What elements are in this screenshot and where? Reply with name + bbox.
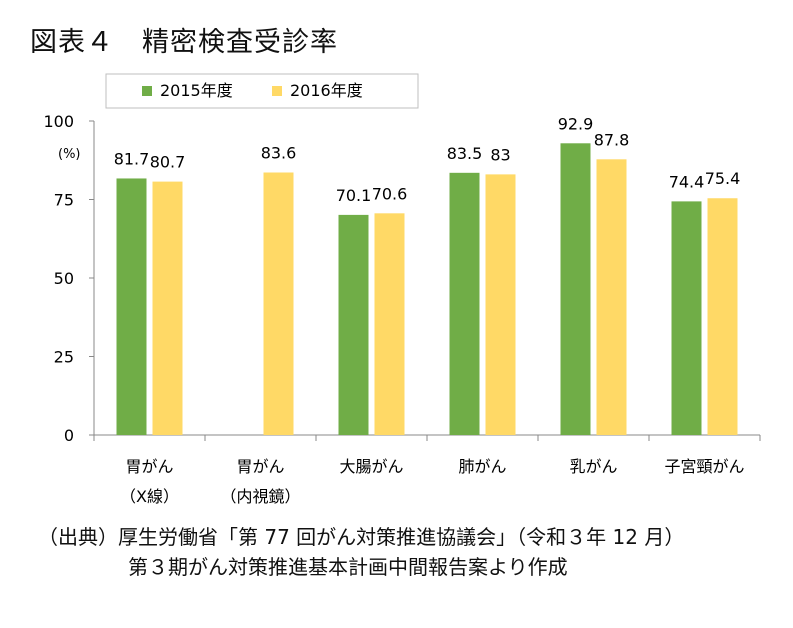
data-label: 83.6 bbox=[261, 143, 297, 162]
axes: 0 25 50 75 100 胃がん （X線） 胃がん （内視鏡） 大腸がん 肺がん 乳がん 子宮頸がん bbox=[43, 112, 761, 506]
chart-title: 図表４ 精密検査受診率 bbox=[30, 27, 338, 58]
x-tick-label: 大腸がん bbox=[339, 457, 403, 476]
data-label: 83 bbox=[490, 145, 510, 164]
legend-label-2015: 2015年度 bbox=[160, 81, 233, 100]
data-label: 81.7 bbox=[114, 149, 150, 168]
data-label: 70.6 bbox=[372, 184, 408, 203]
bar-2016年度 bbox=[263, 172, 294, 435]
source-line-1: （出典）厚生労働省「第 77 回がん対策推進協議会」（令和３年 12 月） bbox=[38, 525, 685, 549]
bar-2015年度 bbox=[338, 214, 369, 435]
data-label: 92.9 bbox=[558, 114, 594, 133]
data-label: 80.7 bbox=[150, 153, 186, 172]
legend-swatch-2015 bbox=[142, 86, 152, 96]
bar-2016年度 bbox=[596, 159, 627, 436]
data-label: 70.1 bbox=[336, 186, 372, 205]
source-line-2: 第３期がん対策推進基本計画中間報告案より作成 bbox=[128, 555, 568, 579]
data-label: 87.8 bbox=[594, 130, 630, 149]
data-label: 75.4 bbox=[705, 169, 741, 188]
y-tick-label: 75 bbox=[54, 191, 74, 210]
x-tick-label-sub: （内視鏡） bbox=[220, 487, 300, 506]
bars bbox=[116, 143, 738, 436]
data-label: 83.5 bbox=[447, 144, 483, 163]
legend-swatch-2016 bbox=[272, 86, 282, 96]
y-tick-label: 50 bbox=[54, 269, 74, 288]
legend-label-2016: 2016年度 bbox=[290, 81, 363, 100]
bar-2016年度 bbox=[152, 181, 183, 435]
bar-2015年度 bbox=[560, 143, 591, 435]
legend: 2015年度 2016年度 bbox=[105, 73, 419, 109]
x-tick-label: 子宮頸がん bbox=[664, 457, 744, 476]
y-tick-label: 25 bbox=[54, 348, 74, 367]
x-tick-label: 胃がん bbox=[236, 457, 284, 476]
bar-2015年度 bbox=[449, 172, 480, 435]
source-note: （出典）厚生労働省「第 77 回がん対策推進協議会」（令和３年 12 月） 第３… bbox=[38, 522, 684, 582]
bar-2015年度 bbox=[671, 201, 702, 435]
data-label: 74.4 bbox=[669, 172, 705, 191]
x-tick-label: 肺がん bbox=[458, 457, 506, 476]
x-tick-label-sub: （X線） bbox=[120, 487, 179, 506]
legend-frame bbox=[105, 73, 419, 109]
bar-2015年度 bbox=[116, 178, 147, 435]
bar-2016年度 bbox=[707, 198, 738, 435]
y-axis-unit-label: (%) bbox=[58, 147, 81, 162]
y-tick-label: 0 bbox=[64, 426, 74, 445]
y-tick-label: 100 bbox=[43, 112, 74, 131]
data-labels: 81.7 80.7 83.6 70.1 70.6 83.5 83 92.987.8 74.4 75… bbox=[114, 114, 741, 205]
bar-2016年度 bbox=[485, 174, 516, 435]
x-tick-label: 胃がん bbox=[125, 457, 173, 476]
bar-2016年度 bbox=[374, 213, 405, 435]
x-tick-label: 乳がん bbox=[569, 457, 617, 476]
